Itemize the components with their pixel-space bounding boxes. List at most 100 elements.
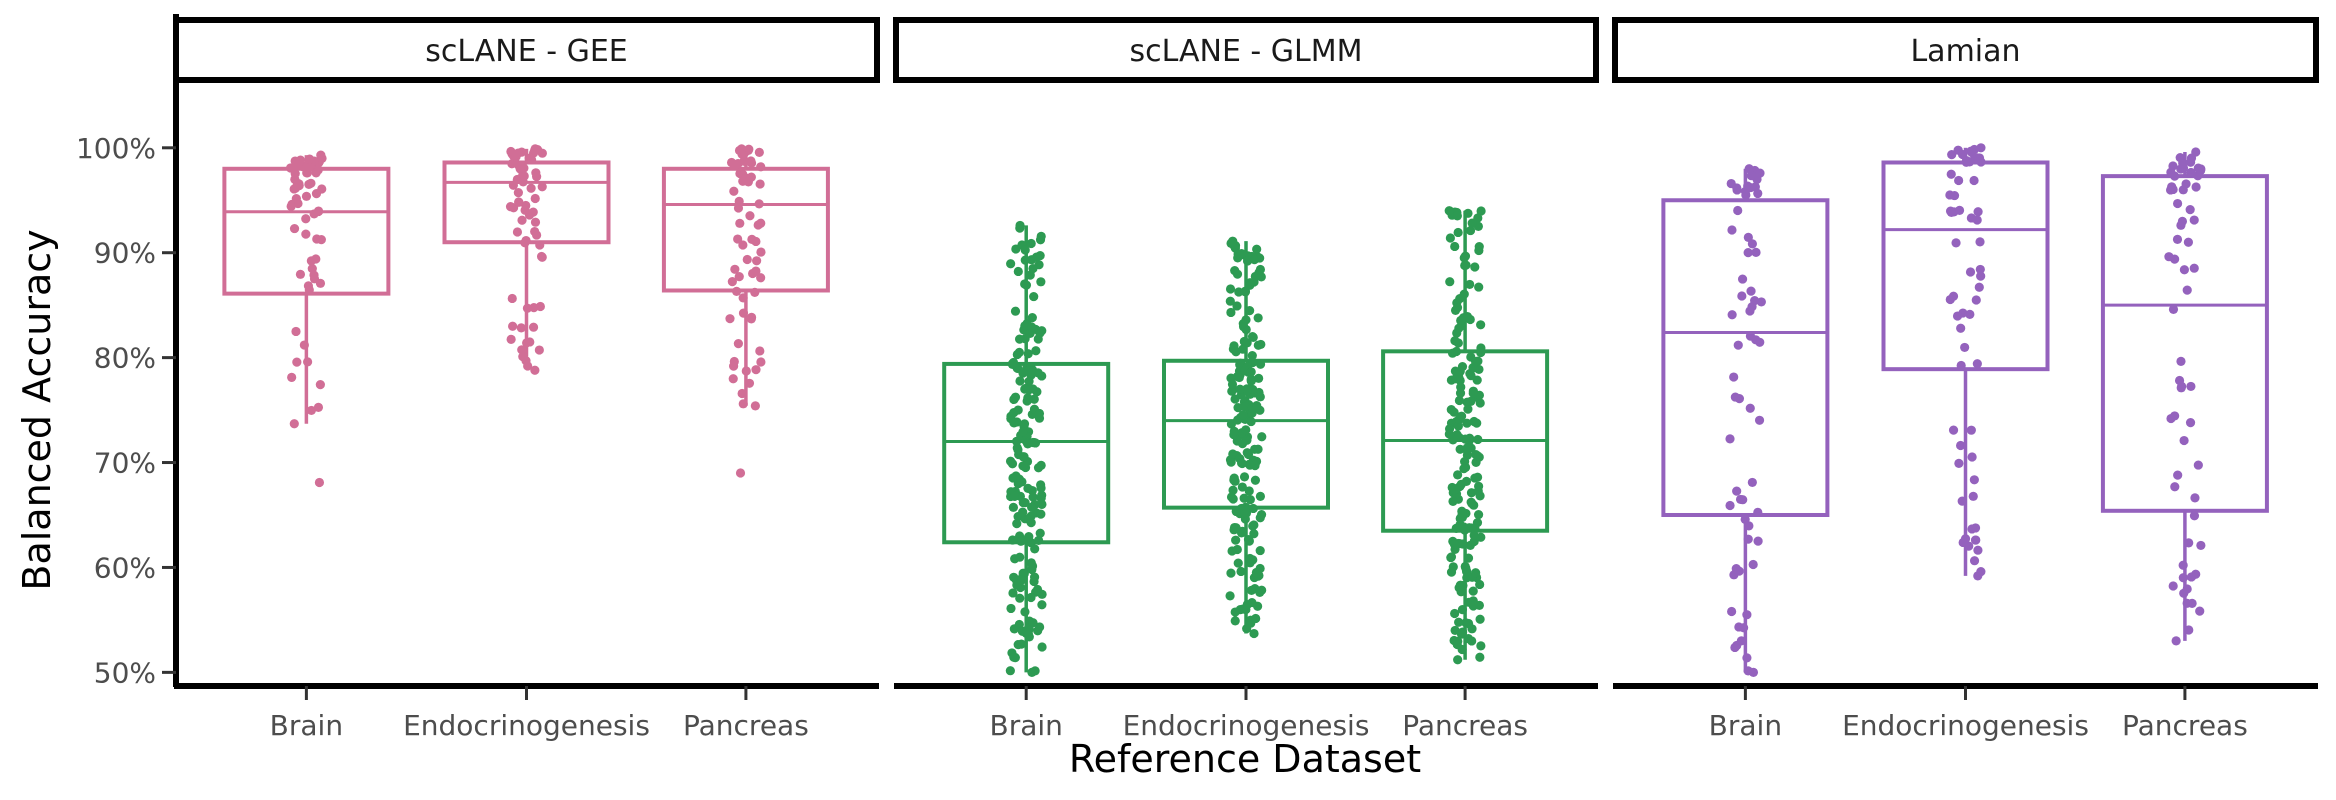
data-point [2177, 216, 2188, 226]
data-point [744, 378, 755, 388]
data-point [1725, 500, 1735, 511]
x-tick-label: Endocrinogenesis [1842, 709, 2089, 742]
data-point [2166, 167, 2176, 177]
data-point [2185, 418, 2196, 428]
data-point [1226, 307, 1236, 318]
x-tick-label: Pancreas [1402, 709, 1528, 742]
data-point [537, 182, 547, 192]
data-point [1033, 626, 1043, 636]
data-point [1023, 483, 1033, 493]
data-point [1246, 416, 1256, 427]
data-point [1755, 168, 1765, 178]
box [1881, 160, 2050, 372]
data-point [1455, 513, 1465, 524]
data-point [304, 285, 314, 295]
data-point [2186, 167, 2196, 178]
data-point [1020, 607, 1030, 617]
data-point [1476, 347, 1486, 358]
data-point [1234, 372, 1244, 383]
data-point [751, 266, 761, 276]
data-point [1239, 493, 1249, 503]
data-point [1468, 586, 1478, 596]
data-point [2187, 598, 2197, 608]
data-point [1960, 342, 1970, 353]
data-point [1965, 267, 1976, 277]
data-point [1023, 349, 1033, 359]
data-point [1242, 448, 1252, 458]
data-point [1009, 394, 1019, 405]
data-point [513, 188, 523, 198]
data-point [1753, 188, 1763, 199]
data-point [1028, 492, 1038, 502]
x-tick-label: Endocrinogenesis [403, 709, 650, 742]
data-point [1229, 473, 1239, 483]
data-point [1729, 372, 1739, 382]
data-point [1456, 411, 1467, 421]
data-point [1948, 291, 1959, 301]
data-point [1035, 528, 1045, 538]
data-point [1246, 374, 1256, 384]
data-point [1249, 520, 1259, 530]
data-point [1976, 271, 1986, 281]
data-point [1444, 429, 1454, 439]
data-point [737, 388, 747, 399]
y-axis-title: Balanced Accuracy [15, 229, 59, 590]
data-point [1733, 205, 1743, 216]
data-point [1245, 280, 1255, 290]
data-point [1969, 556, 1980, 566]
data-point [1453, 655, 1463, 665]
data-point [301, 191, 312, 201]
data-point [727, 277, 737, 287]
data-point [1005, 666, 1015, 676]
data-point [1745, 403, 1755, 413]
data-point [1747, 302, 1757, 312]
data-point [1948, 425, 1959, 435]
data-point [1233, 403, 1243, 413]
data-point [755, 179, 765, 189]
data-point [1743, 232, 1753, 242]
data-point [1466, 497, 1476, 507]
data-point [532, 230, 542, 240]
data-point [1236, 248, 1247, 259]
data-point [1018, 507, 1028, 517]
data-point [1256, 510, 1267, 520]
data-point [1969, 475, 1979, 485]
data-point [1254, 373, 1264, 383]
data-point [1462, 566, 1472, 576]
data-point [1972, 359, 1982, 369]
data-point [1737, 291, 1747, 301]
data-point [1755, 337, 1765, 347]
data-point [1008, 502, 1019, 512]
data-point [1006, 603, 1016, 614]
box [661, 166, 830, 293]
data-point [1733, 340, 1743, 350]
data-point [1450, 336, 1460, 346]
data-point [2196, 540, 2206, 551]
data-point [1256, 272, 1266, 282]
data-point [1966, 213, 1976, 223]
data-point [1475, 652, 1485, 662]
data-point [1249, 628, 1259, 639]
data-point [1748, 667, 1759, 677]
data-point [729, 186, 739, 196]
y-tick-label: 90% [94, 237, 156, 270]
data-point [1956, 360, 1966, 371]
data-point [1020, 245, 1030, 255]
data-point [1015, 552, 1025, 562]
data-point [519, 171, 529, 181]
data-point [1020, 497, 1030, 508]
x-tick-label: Pancreas [2122, 709, 2248, 742]
data-point [1463, 553, 1474, 563]
data-point [1949, 190, 1960, 201]
facet-strip-label: scLANE - GEE [425, 34, 628, 69]
data-point [1015, 593, 1025, 603]
data-point [1024, 385, 1034, 395]
data-point [1454, 395, 1465, 406]
data-point [291, 194, 301, 204]
data-point [1956, 440, 1966, 451]
data-point [526, 183, 536, 193]
data-point [1454, 323, 1464, 333]
data-point [1230, 616, 1240, 626]
data-point [728, 374, 738, 384]
data-point [1453, 227, 1463, 238]
